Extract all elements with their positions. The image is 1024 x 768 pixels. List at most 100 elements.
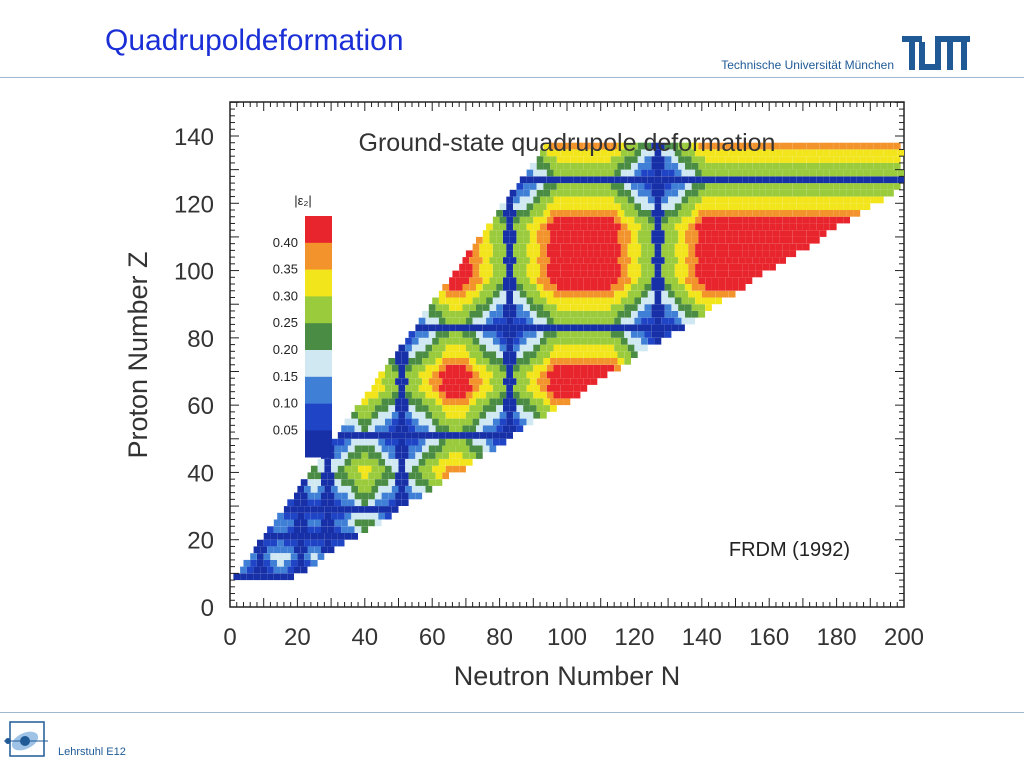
heatmap-cell — [445, 391, 453, 399]
heatmap-cell — [240, 566, 247, 574]
heatmap-cell — [573, 290, 581, 298]
heatmap-cell — [772, 210, 780, 217]
heatmap-cell — [543, 183, 551, 190]
heatmap-cell — [641, 216, 648, 224]
heatmap-cell — [405, 385, 412, 392]
heatmap-cell — [550, 277, 557, 284]
heatmap-cell — [580, 263, 588, 271]
heatmap-cell — [823, 176, 830, 184]
heatmap-cell — [513, 203, 520, 210]
legend-label: 0.30 — [273, 288, 298, 303]
heatmap-cell — [553, 243, 561, 251]
heatmap-cell — [398, 459, 406, 466]
heatmap-cell — [880, 183, 888, 190]
heatmap-cell — [553, 270, 561, 278]
heatmap-cell — [337, 432, 345, 439]
heatmap-cell — [570, 284, 578, 291]
heatmap-cell — [796, 203, 803, 210]
heatmap-cell — [695, 290, 702, 298]
heatmap-cell — [341, 499, 348, 506]
heatmap-cell — [425, 317, 433, 325]
heatmap-cell — [385, 512, 392, 520]
heatmap-cell — [358, 506, 365, 513]
heatmap-cell — [833, 183, 840, 190]
heatmap-cell — [846, 183, 854, 190]
heatmap-cell — [583, 277, 591, 284]
heatmap-cell — [749, 196, 756, 204]
heatmap-cell — [482, 230, 490, 237]
heatmap-cell — [344, 459, 352, 466]
heatmap-cell — [391, 432, 399, 439]
heatmap-cell — [711, 162, 719, 170]
heatmap-cell — [590, 284, 598, 291]
heatmap-cell — [796, 243, 803, 251]
heatmap-cell — [364, 512, 372, 520]
heatmap-cell — [573, 243, 581, 251]
heatmap-cell — [587, 297, 594, 305]
heatmap-cell — [745, 277, 753, 284]
heatmap-cell — [374, 472, 382, 480]
heatmap-cell — [442, 472, 449, 480]
heatmap-cell — [732, 230, 739, 237]
heatmap-cell — [560, 290, 567, 298]
heatmap-cell — [553, 250, 561, 258]
heatmap-cell — [641, 243, 648, 251]
heatmap-cell — [624, 331, 631, 338]
heatmap-cell — [270, 553, 278, 560]
heatmap-cell — [610, 230, 618, 237]
color-legend: |ε₂| 0.400.350.300.250.200.150.100.05 — [273, 193, 332, 458]
heatmap-cell — [594, 196, 601, 204]
heatmap-cell — [897, 176, 904, 184]
heatmap-cell — [580, 176, 588, 184]
heatmap-cell — [391, 465, 399, 473]
heatmap-cell — [321, 519, 328, 527]
heatmap-cell — [594, 317, 601, 325]
heatmap-cell — [604, 230, 611, 237]
heatmap-cell — [802, 243, 810, 251]
heatmap-cell — [327, 479, 335, 486]
heatmap-cell — [364, 438, 372, 446]
heatmap-cell — [738, 210, 746, 217]
heatmap-cell — [344, 506, 352, 513]
heatmap-cell — [843, 149, 850, 157]
heatmap-cell — [422, 425, 429, 432]
heatmap-cell — [742, 216, 749, 224]
heatmap-cell — [354, 499, 362, 506]
heatmap-cell — [556, 331, 564, 338]
heatmap-cell — [476, 304, 483, 311]
heatmap-cell — [294, 566, 301, 574]
heatmap-cell — [533, 344, 540, 352]
heatmap-cell — [567, 149, 574, 157]
heatmap-cell — [513, 364, 520, 372]
heatmap-cell — [482, 378, 490, 385]
heatmap-cell — [347, 519, 355, 527]
heatmap-cell — [796, 169, 803, 177]
heatmap-cell — [617, 351, 625, 358]
heatmap-cell — [836, 203, 844, 210]
heatmap-cell — [631, 210, 638, 217]
heatmap-cell — [304, 485, 311, 493]
heatmap-cell — [742, 250, 749, 258]
heatmap-cell — [759, 142, 766, 150]
heatmap-cell — [752, 210, 760, 217]
heatmap-cell — [445, 465, 453, 473]
heatmap-cell — [816, 196, 824, 204]
heatmap-cell — [385, 432, 392, 439]
heatmap-cell — [550, 189, 557, 197]
heatmap-cell — [647, 149, 655, 157]
heatmap-cell — [334, 479, 342, 486]
heatmap-cell — [418, 337, 426, 345]
heatmap-cell — [681, 176, 689, 184]
heatmap-cell — [860, 156, 867, 163]
heatmap-cell — [647, 263, 655, 271]
heatmap-cell — [432, 459, 439, 466]
heatmap-cell — [381, 472, 389, 480]
heatmap-cell — [449, 445, 456, 453]
heatmap-cell — [533, 371, 540, 379]
heatmap-cell — [617, 310, 625, 318]
heatmap-cell — [577, 324, 584, 332]
heatmap-cell — [361, 398, 369, 406]
heatmap-cell — [765, 162, 773, 170]
heatmap-cell — [563, 162, 571, 170]
heatmap-cell — [745, 156, 753, 163]
